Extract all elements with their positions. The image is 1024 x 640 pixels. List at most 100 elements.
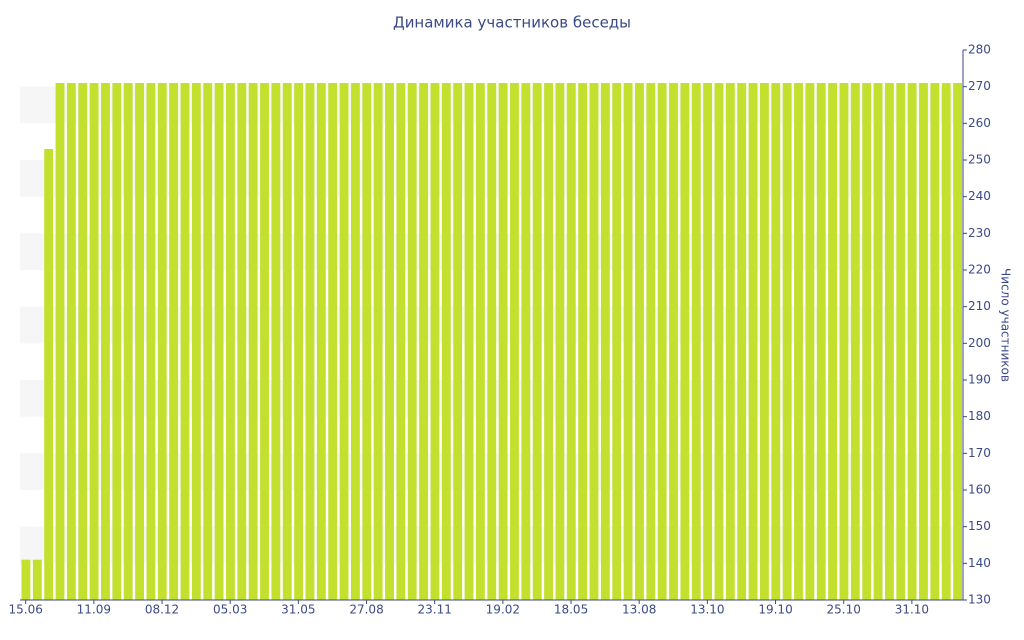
y-axis-label: Число участников [999, 268, 1013, 382]
y-tick-label: 280 [968, 43, 991, 57]
bar [714, 83, 724, 600]
bar [862, 83, 872, 600]
bar [532, 83, 542, 600]
y-tick-label: 250 [968, 153, 991, 167]
bar [816, 83, 826, 600]
y-tick-label: 180 [968, 409, 991, 423]
bar [487, 83, 497, 600]
x-tick-label: 31.10 [895, 603, 929, 617]
y-tick-label: 270 [968, 79, 991, 93]
bar [657, 83, 667, 600]
bar [89, 83, 99, 600]
bar [703, 83, 713, 600]
bar [441, 83, 451, 600]
bar [112, 83, 122, 600]
bar [237, 83, 247, 600]
chart-title: Динамика участников беседы [393, 14, 631, 32]
bar [759, 83, 769, 600]
bar [669, 83, 678, 600]
bar [623, 83, 633, 600]
bar [385, 83, 394, 600]
bar [55, 83, 65, 600]
bar [873, 83, 883, 600]
bar [373, 83, 383, 600]
bar [214, 83, 224, 600]
bar [737, 83, 747, 600]
bar [350, 83, 360, 600]
bar [260, 83, 269, 600]
bar [612, 83, 622, 600]
y-tick-label: 130 [968, 593, 991, 607]
bar [907, 83, 917, 600]
bar [850, 83, 860, 600]
bar [305, 83, 315, 600]
bar [123, 83, 133, 600]
bar [407, 83, 417, 600]
x-tick-label: 19.10 [758, 603, 792, 617]
bar [555, 83, 565, 600]
x-tick-label: 19.02 [486, 603, 520, 617]
x-tick-label: 13.08 [622, 603, 656, 617]
bar [339, 83, 349, 600]
bar [953, 83, 962, 600]
bar [600, 83, 610, 600]
x-tick-label: 08.12 [145, 603, 179, 617]
bar [135, 83, 144, 600]
bar [157, 83, 167, 600]
bar [419, 83, 429, 600]
bar [294, 83, 304, 600]
y-tick-label: 220 [968, 263, 991, 277]
bar [680, 83, 690, 600]
bar [498, 83, 508, 600]
bar [646, 83, 656, 600]
bar [589, 83, 599, 600]
bar [226, 83, 235, 600]
bar [884, 83, 894, 600]
x-tick-label: 31.05 [281, 603, 315, 617]
bar [691, 83, 701, 600]
y-tick-label: 150 [968, 519, 991, 533]
y-tick-label: 140 [968, 556, 991, 570]
bar [362, 83, 372, 600]
bar [941, 83, 951, 600]
x-tick-label: 05.03 [213, 603, 247, 617]
bar [725, 83, 735, 600]
x-tick-label: 15.06 [9, 603, 43, 617]
y-tick-label: 260 [968, 116, 991, 130]
bar [430, 83, 440, 600]
bar [464, 83, 474, 600]
bar [78, 83, 88, 600]
bar [203, 83, 213, 600]
x-tick-label: 23.11 [418, 603, 452, 617]
bar [544, 83, 553, 600]
x-tick-label: 18.05 [554, 603, 588, 617]
bar [282, 83, 292, 600]
bar [271, 83, 281, 600]
bar [748, 83, 758, 600]
y-tick-label: 210 [968, 299, 991, 313]
bar [21, 559, 31, 600]
bar [32, 559, 42, 600]
bar [101, 83, 110, 600]
bar [191, 83, 201, 600]
bar [578, 83, 588, 600]
bar [828, 83, 838, 600]
bar [930, 83, 940, 600]
bar [169, 83, 179, 600]
bar [248, 83, 258, 600]
bar [896, 83, 906, 600]
y-tick-label: 230 [968, 226, 991, 240]
bar [475, 83, 485, 600]
bar [146, 83, 156, 600]
bar [396, 83, 406, 600]
bar [453, 83, 463, 600]
x-tick-label: 27.08 [349, 603, 383, 617]
bar [316, 83, 326, 600]
bar [566, 83, 576, 600]
y-tick-label: 160 [968, 483, 991, 497]
bar [805, 83, 815, 600]
bar [510, 83, 519, 600]
y-tick-label: 240 [968, 189, 991, 203]
bar [782, 83, 792, 600]
